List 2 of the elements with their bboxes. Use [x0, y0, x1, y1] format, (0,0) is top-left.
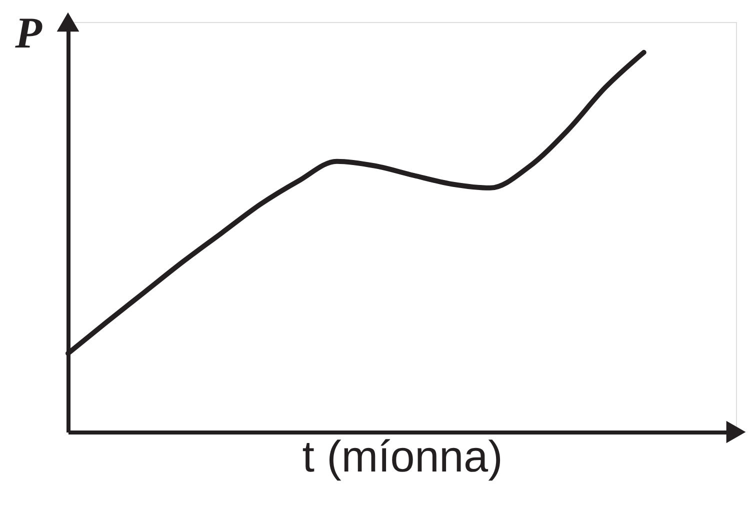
x-axis-title: t (míonna)	[302, 432, 503, 482]
y-axis-title: P	[14, 8, 44, 58]
